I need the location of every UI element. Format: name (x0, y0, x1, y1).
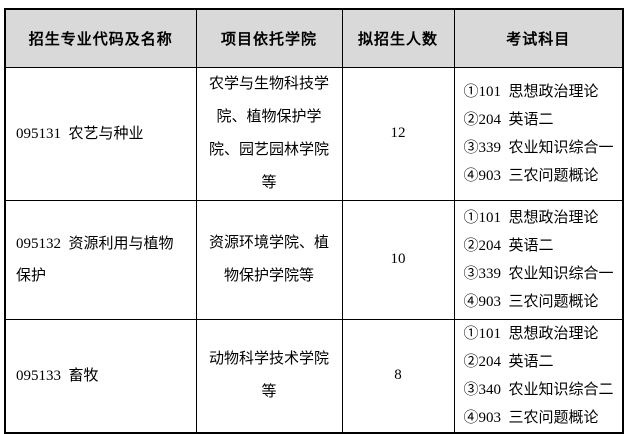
table-row-095132: 095132 资源利用与植物保护 资源环境学院、植物保护学院等 10 ①101 … (4, 199, 624, 320)
exam-subject-line: ④903 三农问题概论 (463, 293, 599, 310)
header-cell-enrollment: 拟招生人数 (341, 8, 455, 68)
exam-subject-line: ④903 三农问题概论 (463, 167, 599, 184)
exam-subject-line: ④903 三农问题概论 (463, 409, 599, 426)
cell-college: 资源环境学院、植物保护学院等 (195, 199, 343, 320)
exam-subject-line: ②204 英语二 (463, 353, 554, 370)
table-row-095133: 095133 畜牧 动物科学技术学院等 8 ①101 思想政治理论 ②204 英… (4, 318, 624, 434)
cell-college: 农学与生物科技学院、植物保护学院、园艺园林学院等 (195, 66, 343, 201)
admissions-table-container: 招生专业代码及名称 项目依托学院 拟招生人数 考试科目 095131 农艺与种业… (4, 8, 624, 434)
cell-exam-subjects: ①101 思想政治理论 ②204 英语二 ③339 农业知识综合一 ④903 三… (453, 199, 624, 320)
table-header-row: 招生专业代码及名称 项目依托学院 拟招生人数 考试科目 (4, 8, 624, 68)
exam-subject-line: ①101 思想政治理论 (463, 209, 599, 226)
cell-college: 动物科学技术学院等 (195, 318, 343, 434)
exam-subject-line: ③340 农业知识综合二 (463, 381, 614, 398)
cell-exam-subjects: ①101 思想政治理论 ②204 英语二 ③339 农业知识综合一 ④903 三… (453, 66, 624, 201)
header-cell-college: 项目依托学院 (195, 8, 343, 68)
cell-enrollment: 10 (341, 199, 455, 320)
cell-exam-subjects: ①101 思想政治理论 ②204 英语二 ③340 农业知识综合二 ④903 三… (453, 318, 624, 434)
header-cell-code-name: 招生专业代码及名称 (4, 8, 197, 68)
table-row-095131: 095131 农艺与种业 农学与生物科技学院、植物保护学院、园艺园林学院等 12… (4, 66, 624, 201)
exam-subject-line: ②204 英语二 (463, 237, 554, 254)
exam-subject-line: ②204 英语二 (463, 111, 554, 128)
exam-subject-line: ①101 思想政治理论 (463, 83, 599, 100)
cell-enrollment: 8 (341, 318, 455, 434)
exam-subject-line: ③339 农业知识综合一 (463, 139, 614, 156)
exam-subject-line: ③339 农业知识综合一 (463, 265, 614, 282)
cell-code-name: 095133 畜牧 (4, 318, 197, 434)
cell-code-name: 095131 农艺与种业 (4, 66, 197, 201)
admissions-table: 招生专业代码及名称 项目依托学院 拟招生人数 考试科目 095131 农艺与种业… (4, 8, 624, 434)
cell-code-name: 095132 资源利用与植物保护 (4, 199, 197, 320)
cell-enrollment: 12 (341, 66, 455, 201)
header-cell-exam-subjects: 考试科目 (453, 8, 624, 68)
exam-subject-line: ①101 思想政治理论 (463, 325, 599, 342)
